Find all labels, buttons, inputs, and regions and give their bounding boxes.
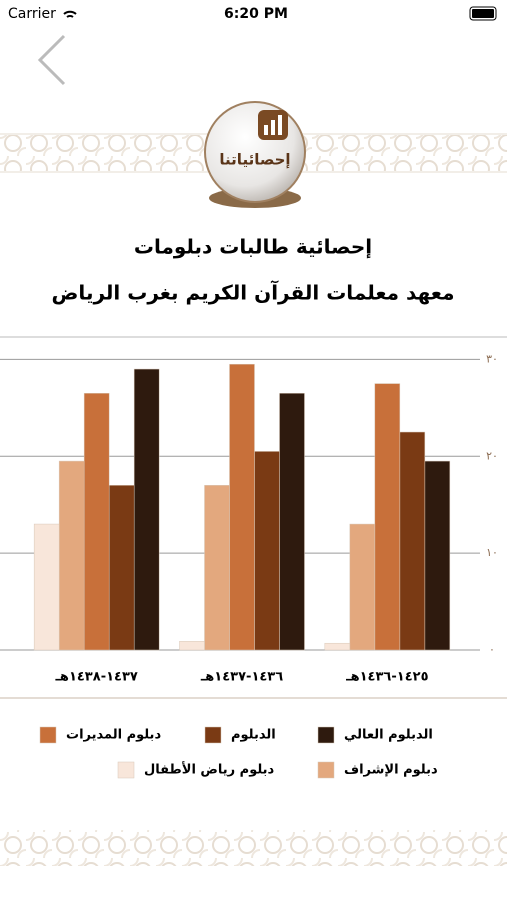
bar [179, 641, 205, 651]
bar [254, 451, 280, 651]
emblem-label: إحصائياتنا [219, 151, 290, 169]
battery-level [472, 9, 494, 18]
bar [58, 460, 85, 651]
legend-label: دبلوم المديرات [66, 728, 161, 743]
legend-swatch [317, 726, 335, 744]
bar [133, 368, 160, 651]
legend-label: الدبلوم [231, 728, 276, 743]
legend-swatch [117, 761, 135, 779]
x-tick-label: ١٤٣٦-١٤٣٧هـ [200, 670, 283, 685]
emblem-icon-bar [264, 125, 268, 135]
y-tick-label: ١٠ [486, 546, 498, 559]
ornament-band [0, 830, 507, 866]
bar [204, 485, 230, 651]
legend-label: دبلوم الإشراف [344, 763, 438, 778]
bar [83, 393, 110, 651]
bar [33, 523, 60, 651]
wifi-icon [63, 10, 77, 18]
legend-label: الدبلوم العالي [344, 728, 433, 743]
y-tick-label: ٣٠ [486, 352, 498, 365]
battery [469, 6, 497, 21]
bar [424, 460, 451, 651]
legend-label: دبلوم رياض الأطفال [144, 761, 275, 778]
legend-swatch [39, 726, 57, 744]
y-tick-label: ٢٠ [486, 449, 498, 462]
carrier: Carrier [8, 6, 56, 22]
bar [279, 393, 305, 651]
bar [229, 363, 255, 651]
legend-swatch [317, 761, 335, 779]
clock: 6:20 PM [224, 6, 288, 22]
bar [399, 431, 426, 651]
title: إحصائية طالبات دبلومات [134, 235, 372, 259]
emblem-icon-bar [278, 115, 282, 135]
x-tick-label: ١٤٣٧-١٤٣٨هـ [54, 670, 137, 685]
y-tick-label: ٠ [489, 643, 495, 656]
legend-swatch [204, 726, 222, 744]
bar [349, 523, 376, 651]
bar [374, 383, 401, 651]
bar [324, 642, 351, 651]
bar [108, 485, 135, 651]
back-button[interactable] [37, 34, 66, 86]
subtitle: معهد معلمات القرآن الكريم بغرب الرياض [52, 280, 455, 305]
emblem-icon-bar [271, 120, 275, 135]
x-tick-label: ١٤٢٥-١٤٣٦هـ [345, 670, 428, 685]
